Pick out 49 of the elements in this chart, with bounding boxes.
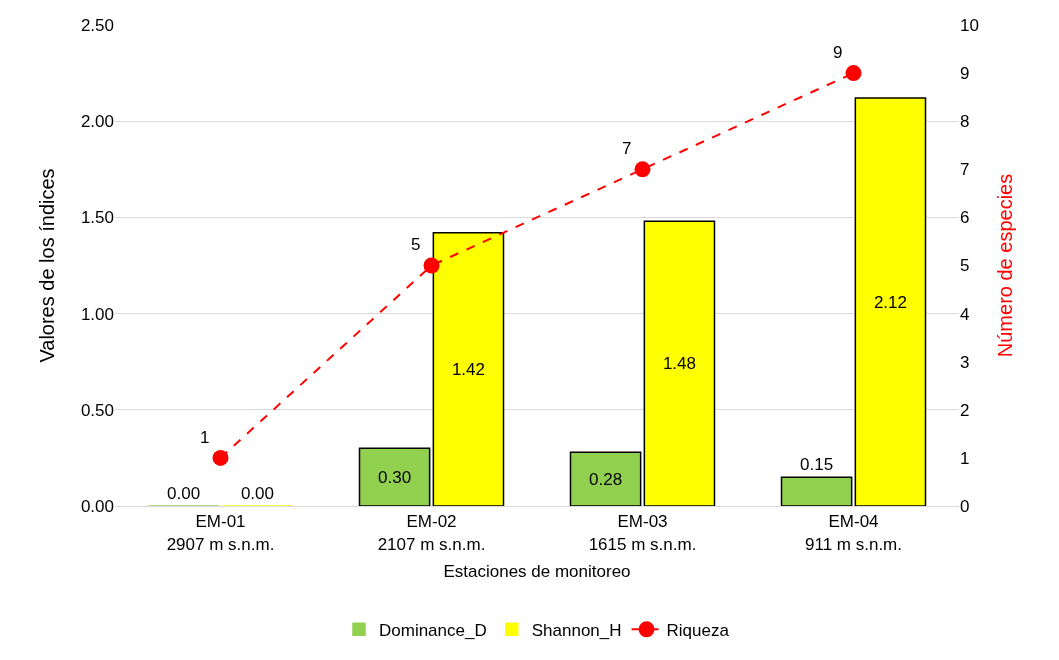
point (423, 257, 440, 274)
data-label: 1.48 (662, 354, 696, 374)
data-label: 9 (833, 42, 843, 62)
y2-tick-label: 10 (960, 15, 979, 35)
bar (432, 232, 505, 506)
data-label: 0.15 (800, 455, 834, 475)
y2-tick-label: 7 (960, 160, 970, 180)
x-tick-label: EM-03 1615 m s.n.m. (588, 512, 697, 554)
data-label: 1 (200, 427, 210, 447)
x-tick-label: EM-01 2907 m s.n.m. (166, 512, 275, 554)
y-tick-label: 1.00 (80, 304, 114, 324)
data-label: 0.00 (240, 484, 274, 503)
y2-tick-label: 4 (960, 304, 970, 324)
y-axis-title: Valores de los índices (36, 168, 59, 363)
point (634, 161, 651, 178)
bar (643, 220, 716, 506)
y2-tick-label: 8 (960, 112, 970, 132)
data-label: 0.28 (589, 469, 623, 489)
point (212, 449, 229, 466)
y2-tick-label: 1 (960, 448, 970, 468)
y2-tick-label: 9 (960, 64, 970, 84)
x-axis-title: Estaciones de monitoreo (443, 561, 631, 581)
y-tick-label: 2.50 (80, 15, 114, 35)
data-label: 1.42 (451, 359, 485, 379)
point (845, 65, 862, 82)
y-tick-label: 0.50 (80, 400, 114, 420)
legend-label: Dominance_D (379, 621, 487, 640)
y-tick-label: 1.50 (80, 208, 114, 228)
y-tick-label: 0.00 (80, 496, 114, 516)
y2-tick-label: 5 (960, 256, 970, 276)
y2-axis-title: Número de especies (994, 173, 1017, 358)
data-label: 0.00 (167, 484, 201, 503)
data-label: 0.30 (378, 467, 412, 487)
x-tick-label: EM-02 2107 m s.n.m. (377, 512, 486, 554)
bar (780, 476, 853, 506)
data-label: 2.12 (873, 292, 907, 312)
data-label: 7 (622, 139, 632, 159)
data-label: 5 (411, 235, 421, 255)
bar (569, 451, 642, 506)
y-tick-label: 2.00 (80, 112, 114, 132)
legend-label: Shannon_H (531, 621, 622, 640)
y2-tick-label: 3 (960, 352, 970, 372)
y2-tick-label: 0 (960, 496, 970, 516)
x-tick-label: EM-04 911 m s.n.m. (805, 512, 902, 554)
legend-label: Riqueza (666, 621, 730, 640)
bar (358, 447, 431, 506)
y2-tick-label: 2 (960, 400, 970, 420)
y2-tick-label: 6 (960, 208, 970, 228)
bar (854, 97, 927, 506)
